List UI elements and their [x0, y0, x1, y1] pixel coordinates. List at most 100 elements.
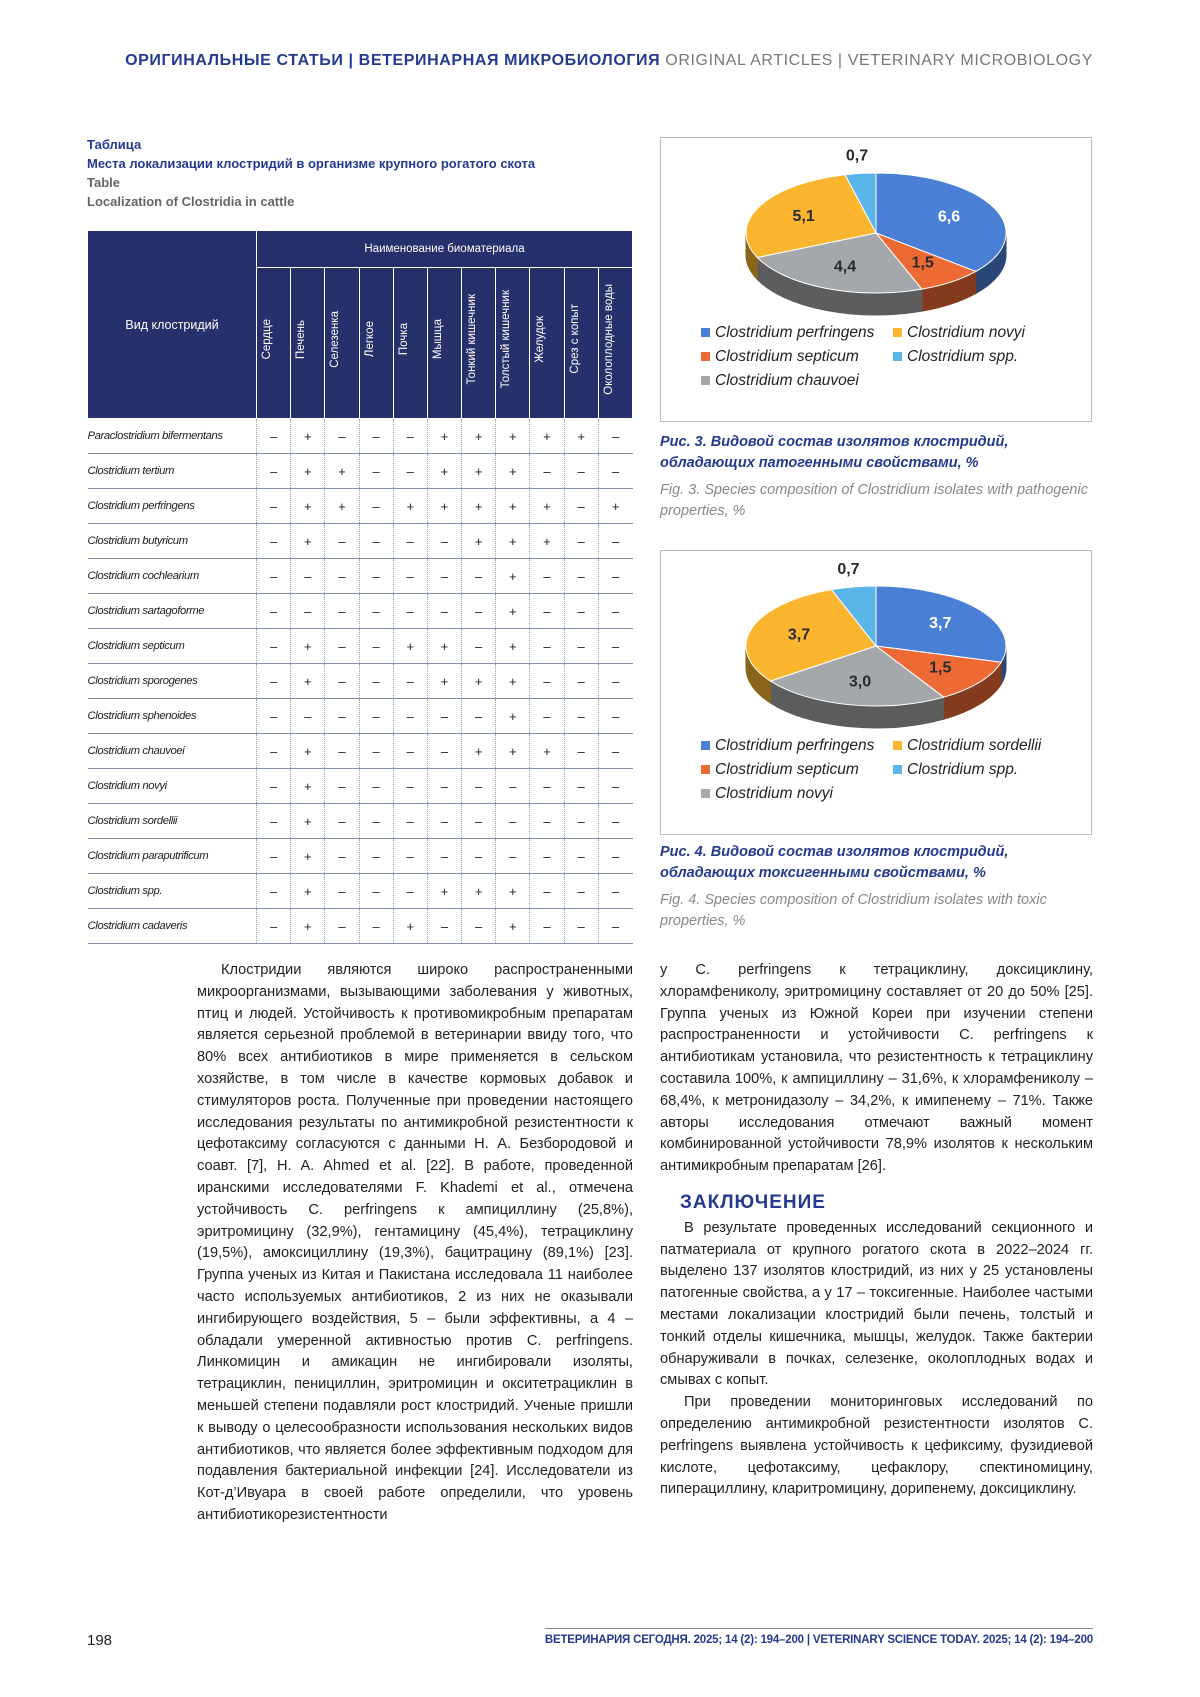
cell: + — [496, 629, 530, 664]
column-header: Легкое — [359, 268, 393, 419]
paragraph: В результате проведенных исследований се… — [660, 1218, 1093, 1392]
cell: + — [291, 489, 325, 524]
species-name: Clostridium sartagoforme — [88, 594, 257, 629]
cell: – — [393, 454, 427, 489]
column-header: Почка — [393, 268, 427, 419]
cell: – — [393, 839, 427, 874]
cell: – — [598, 769, 632, 804]
paragraph: При проведении мониторинговых исследован… — [660, 1392, 1093, 1501]
cell: + — [291, 804, 325, 839]
legend-swatch — [893, 741, 902, 750]
cell: + — [427, 629, 461, 664]
cell: – — [359, 524, 393, 559]
table-row: Clostridium septicum–+––++–+––– — [88, 629, 633, 664]
cell: – — [325, 559, 359, 594]
table-row: Clostridium tertium–++––+++––– — [88, 454, 633, 489]
cell: – — [257, 839, 291, 874]
data-label: 4,4 — [834, 259, 856, 276]
cell: + — [462, 489, 496, 524]
cell: – — [393, 804, 427, 839]
table: Вид клостридийНаименование биоматериалаС… — [87, 230, 633, 944]
cell: + — [291, 909, 325, 944]
figure-caption: Рис. 3. Видовой состав изолятов клострид… — [660, 432, 1090, 522]
paragraph: Клостридии являются широко распространен… — [197, 960, 633, 1527]
column-header: Тонкий кишечник — [462, 268, 496, 419]
cell: + — [427, 419, 461, 454]
cell: + — [496, 489, 530, 524]
data-label: 1,5 — [929, 660, 951, 677]
species-name: Clostridium cadaveris — [88, 909, 257, 944]
cell: – — [530, 769, 564, 804]
column-header: Толстый кишечник — [496, 268, 530, 419]
cell: + — [462, 524, 496, 559]
cell: – — [564, 489, 598, 524]
table-row: Clostridium perfringens–++–+++++–+ — [88, 489, 633, 524]
cell: – — [359, 629, 393, 664]
cell: – — [257, 664, 291, 699]
group-header: Наименование биоматериала — [257, 231, 633, 268]
cell: – — [564, 699, 598, 734]
cell: – — [393, 419, 427, 454]
cell: – — [257, 454, 291, 489]
column-label: Сердце — [257, 319, 279, 359]
species-name: Clostridium spp. — [88, 874, 257, 909]
cell: – — [427, 734, 461, 769]
cell: – — [325, 874, 359, 909]
cell: – — [462, 699, 496, 734]
table-row: Paraclostridium bifermentans–+–––+++++– — [88, 419, 633, 454]
table-title-en: Localization of Clostridia in cattle — [87, 192, 647, 211]
cell: – — [564, 839, 598, 874]
cell: – — [564, 664, 598, 699]
cell: – — [564, 734, 598, 769]
cell: – — [496, 804, 530, 839]
table-row: Clostridium sartagoforme–––––––+––– — [88, 594, 633, 629]
table-row: Clostridium sporogenes–+–––+++––– — [88, 664, 633, 699]
cell: – — [462, 769, 496, 804]
cell: + — [530, 734, 564, 769]
cell: – — [257, 804, 291, 839]
table-title: Места локализации клостридий в организме… — [87, 154, 647, 173]
cell: – — [325, 734, 359, 769]
cell: – — [427, 804, 461, 839]
figure-caption: Рис. 4. Видовой состав изолятов клострид… — [660, 842, 1090, 932]
text-column: у C. perfringens к тетрациклину, доксици… — [660, 960, 1093, 1501]
cell: – — [598, 909, 632, 944]
cell: – — [359, 594, 393, 629]
cell: – — [325, 629, 359, 664]
cell: – — [496, 769, 530, 804]
running-header: ОРИГИНАЛЬНЫЕ СТАТЬИ | ВЕТЕРИНАРНАЯ МИКРО… — [125, 52, 1093, 70]
cell: – — [564, 804, 598, 839]
cell: + — [564, 419, 598, 454]
cell: + — [496, 734, 530, 769]
cell: – — [359, 839, 393, 874]
cell: – — [530, 454, 564, 489]
cell: – — [530, 559, 564, 594]
cell: – — [530, 699, 564, 734]
legend-label: Clostridium perfringens — [715, 324, 875, 341]
table-wrap: Вид клостридийНаименование биоматериалаС… — [87, 230, 633, 944]
cell: – — [257, 594, 291, 629]
cell: – — [257, 734, 291, 769]
cell: – — [257, 489, 291, 524]
pie-chart: 6,61,54,45,10,7Clostridium perfringensCl… — [661, 138, 1091, 421]
cell: – — [257, 419, 291, 454]
cell: + — [291, 524, 325, 559]
cell: – — [462, 909, 496, 944]
species-name: Clostridium septicum — [88, 629, 257, 664]
cell: + — [427, 664, 461, 699]
cell: – — [530, 664, 564, 699]
journal-footer: ВЕТЕРИНАРИЯ СЕГОДНЯ. 2025; 14 (2): 194–2… — [545, 1634, 1093, 1646]
cell: – — [359, 489, 393, 524]
legend-label: Clostridium sordellii — [907, 737, 1042, 754]
cell: – — [393, 664, 427, 699]
data-label: 5,1 — [792, 208, 814, 225]
cell: + — [393, 909, 427, 944]
cell: + — [291, 839, 325, 874]
species-name: Clostridium sporogenes — [88, 664, 257, 699]
cell: – — [325, 909, 359, 944]
header-ru: ОРИГИНАЛЬНЫЕ СТАТЬИ | ВЕТЕРИНАРНАЯ МИКРО… — [125, 52, 660, 69]
cell: + — [291, 664, 325, 699]
cell: + — [393, 489, 427, 524]
legend-swatch — [701, 789, 710, 798]
cell: – — [496, 839, 530, 874]
